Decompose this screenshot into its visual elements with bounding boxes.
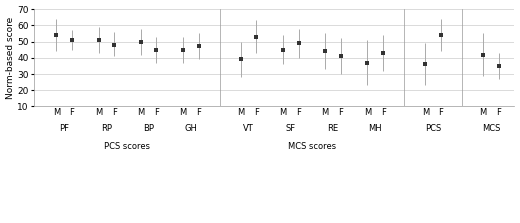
Text: GH: GH: [184, 124, 197, 133]
Text: MCS scores: MCS scores: [288, 142, 336, 151]
Y-axis label: Norm-based score: Norm-based score: [6, 17, 15, 99]
Text: MH: MH: [369, 124, 382, 133]
Text: PF: PF: [59, 124, 69, 133]
Text: SF: SF: [286, 124, 296, 133]
Text: BP: BP: [143, 124, 154, 133]
Text: PCS: PCS: [425, 124, 441, 133]
Text: RP: RP: [101, 124, 112, 133]
Text: VT: VT: [243, 124, 254, 133]
Text: RE: RE: [328, 124, 339, 133]
Text: MCS: MCS: [482, 124, 500, 133]
Text: PCS scores: PCS scores: [105, 142, 150, 151]
